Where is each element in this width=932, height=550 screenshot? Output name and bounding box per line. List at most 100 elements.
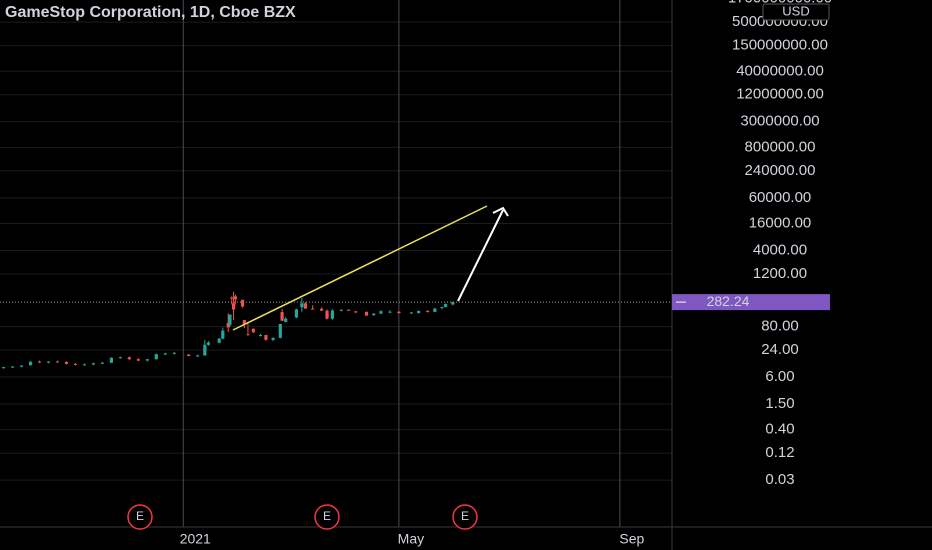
y-tick-label: 3000000.00 [740,113,819,130]
candle-body [451,302,455,305]
candle-body [10,366,15,368]
candle-body [233,296,237,300]
candle-body [278,323,282,338]
candle-body [280,312,284,321]
candle-body [231,303,236,310]
candle-body [109,357,114,363]
candle-body [264,335,268,340]
candle-body [311,308,315,310]
candle-body [409,312,414,314]
y-tick-label: 1700000000.00 [728,0,832,6]
y-tick-label: 60000.00 [749,189,812,206]
currency-label: USD [782,3,809,18]
earnings-circle [452,504,478,530]
chart-title: GameStop Corporation, 1D, Cboe BZX [5,4,296,21]
candle-body [417,310,421,314]
candle-body [258,335,263,337]
candle-body [228,314,232,325]
candle-body [379,311,383,314]
candle-body [73,363,78,365]
y-tick-label: 150000000.00 [732,37,828,54]
y-tick-label: 16000.00 [749,215,812,232]
candle-body [388,311,392,313]
candle-body [145,359,149,361]
candle-body [397,311,401,314]
y-tick-label: 4000.00 [753,241,807,258]
earnings-label: E [323,509,331,523]
candle-body [364,311,369,316]
candle-body [203,344,207,356]
grid [0,0,672,527]
price-axis: 1700000000.00500000000.00150000000.00400… [180,0,832,547]
candle-body [300,303,304,308]
candle-body [217,338,221,343]
last-price-box [672,294,830,311]
y-tick-label: 12000000.00 [736,86,824,103]
candles [1,291,455,369]
y-tick-label: 24.00 [761,341,799,358]
candle-body [100,362,105,364]
currency-box [762,3,830,21]
earnings-circle [314,504,340,530]
candle-body [127,357,131,360]
candle-body [242,320,246,325]
candle-body [19,365,24,367]
y-tick-label: 0.12 [765,444,794,461]
candle-body [426,310,430,312]
candle-body [55,361,60,363]
y-tick-label: 1.50 [765,395,794,412]
candle-body [440,306,444,308]
candle-body [433,308,437,312]
candle-body [354,311,358,313]
y-tick-label: 240000.00 [745,162,816,179]
y-tick-label: 800000.00 [745,138,816,155]
candle-body [246,334,250,336]
candle-body [82,364,87,366]
candle-body [240,299,245,307]
candle-body [206,342,211,345]
arrow-drawing [457,206,509,302]
y-tick-label: 80.00 [761,318,799,335]
earnings-label: E [136,509,144,523]
candle-body [444,304,448,307]
x-tick-label: May [398,531,424,547]
candle-body [303,303,308,309]
candle-body [154,354,158,360]
y-tick-label: 0.03 [765,471,794,488]
earnings-circle [127,504,153,530]
candle-body [1,367,6,369]
y-tick-label: 1200.00 [753,265,807,282]
candle-body [163,353,167,355]
candle-body [46,361,51,363]
candle-body [284,318,288,322]
candle-body [320,308,324,311]
candle-body [339,309,343,311]
y-tick-label: 6.00 [765,368,794,385]
candle-body [330,310,335,319]
candle-body [372,313,376,316]
candle-body [251,328,255,333]
candle-body [91,363,96,365]
candle-body [271,337,275,340]
candle-body [230,297,234,299]
candle-body [187,354,191,356]
y-tick-label: 0.40 [765,421,794,438]
candle-body [196,355,200,357]
candle-body [172,352,176,354]
last-price-label: 282.24 [707,293,750,309]
candle-body [136,359,140,361]
x-tick-label: Sep [619,531,644,547]
candle-body [325,310,329,319]
candle-body [37,361,42,363]
candle-body [226,323,230,328]
earnings-label: E [461,509,469,523]
candle-body [221,330,225,339]
candle-body [294,309,299,318]
y-tick-label: 40000000.00 [736,62,824,79]
candle-body [28,361,33,366]
candle-body [346,309,351,311]
candle-body [64,361,69,364]
